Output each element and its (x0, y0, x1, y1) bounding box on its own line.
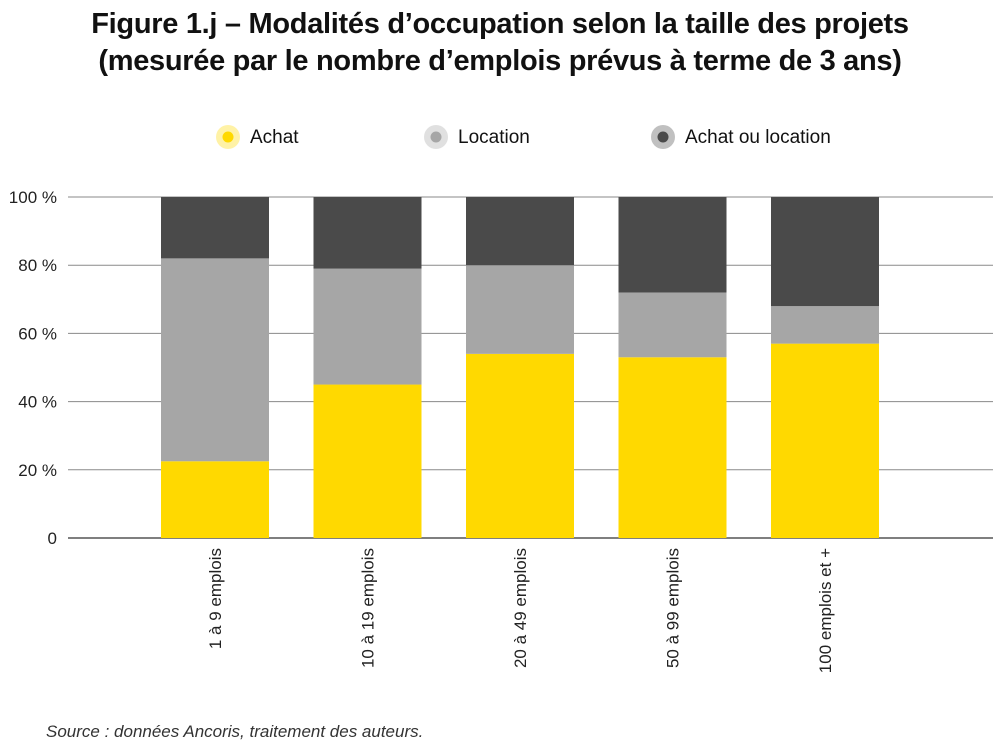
y-tick-label: 60 % (18, 324, 57, 343)
bar-segment-achat-ou-location (161, 197, 269, 259)
chart-title-line-1: Figure 1.j – Modalités d’occupation selo… (91, 8, 909, 40)
legend-label: Location (458, 127, 530, 148)
legend-marker (657, 131, 669, 143)
legend-label: Achat (250, 127, 299, 148)
bar-segment-achat-ou-location (618, 197, 727, 293)
x-tick-label: 1 à 9 emplois (206, 548, 225, 649)
bar-segment-achat (161, 461, 269, 538)
source-note: Source : données Ancoris, traitement des… (46, 722, 424, 741)
legend-marker (430, 131, 442, 143)
x-tick-label: 20 à 49 emplois (511, 548, 530, 668)
bar-segment-achat-ou-location (313, 197, 422, 269)
bar-segment-location (313, 268, 422, 385)
bar-segment-achat (618, 357, 727, 538)
bar-segment-location (618, 292, 727, 358)
legend-marker (222, 131, 234, 143)
x-tick-label: 100 emplois et + (816, 548, 835, 673)
legend-label: Achat ou location (685, 127, 831, 148)
y-tick-label: 20 % (18, 461, 57, 480)
x-tick-label: 50 à 99 emplois (664, 548, 683, 668)
bar-segment-location (771, 306, 879, 344)
y-tick-label: 80 % (18, 256, 57, 275)
chart-title-line-2: (mesurée par le nombre d’emplois prévus … (98, 45, 902, 77)
chart-title: Figure 1.j – Modalités d’occupation selo… (0, 6, 1000, 80)
bar-segment-achat (771, 343, 879, 538)
y-tick-label: 100 % (9, 188, 57, 207)
bar-segment-achat (313, 384, 422, 538)
y-tick-label: 0 (48, 529, 57, 548)
bar-segment-achat-ou-location (466, 197, 574, 266)
bar-segment-location (161, 258, 269, 462)
bar-segment-achat-ou-location (771, 197, 879, 307)
bar-segment-achat (466, 353, 574, 538)
x-tick-label: 10 à 19 emplois (359, 548, 378, 668)
y-tick-label: 40 % (18, 393, 57, 412)
bar-segment-location (466, 265, 574, 354)
